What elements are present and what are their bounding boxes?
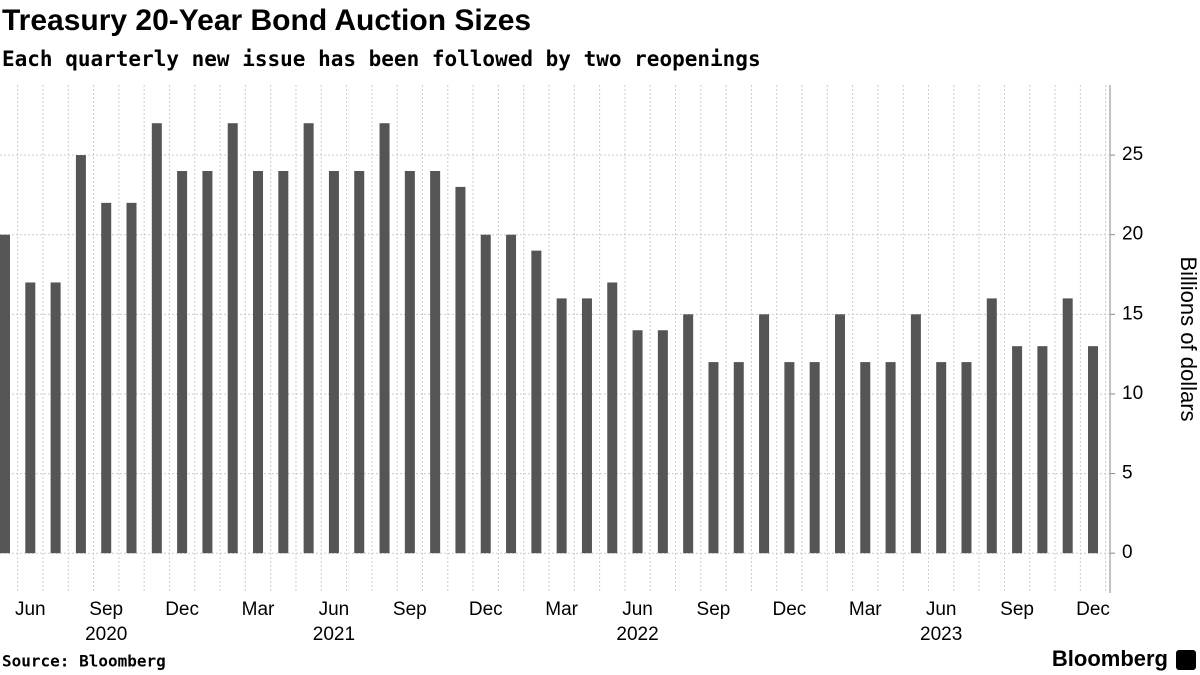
x-tick-label: Mar: [242, 599, 275, 620]
bar: [177, 170, 188, 554]
bar: [657, 330, 668, 554]
bar: [784, 362, 795, 554]
bar: [379, 123, 390, 554]
y-tick-label: 10: [1122, 383, 1143, 404]
bar: [683, 314, 694, 554]
y-tick-label: 15: [1122, 303, 1143, 324]
bar: [581, 298, 592, 554]
x-tick-label: Dec: [1076, 599, 1110, 620]
x-tick-label: Sep: [89, 599, 123, 620]
x-tick-label: Jun: [622, 599, 653, 620]
bar: [1012, 346, 1023, 554]
bar: [354, 170, 365, 554]
x-tick-label: Jun: [319, 599, 350, 620]
bar: [632, 330, 643, 554]
x-tick-label: Sep: [393, 599, 427, 620]
bar: [885, 362, 896, 554]
bar: [126, 202, 137, 554]
x-tick-label: Dec: [469, 599, 503, 620]
bar: [708, 362, 719, 554]
bar: [607, 282, 618, 554]
bar: [759, 314, 770, 554]
bar: [480, 234, 491, 554]
chart-title: Treasury 20-Year Bond Auction Sizes: [2, 4, 531, 37]
x-tick-label: Mar: [849, 599, 882, 620]
bar: [75, 155, 86, 554]
x-tick-label: Dec: [165, 599, 199, 620]
y-tick-label: 5: [1122, 463, 1133, 484]
bar: [253, 170, 264, 554]
x-tick-label: Sep: [697, 599, 731, 620]
bar: [531, 250, 542, 554]
y-tick-label: 25: [1122, 144, 1143, 165]
source: Source: Bloomberg: [2, 652, 166, 671]
bar: [404, 170, 415, 554]
bar: [1037, 346, 1048, 554]
bar: [860, 362, 871, 554]
x-tick-label: Jun: [15, 599, 46, 620]
x-year-label: 2022: [616, 624, 658, 645]
bar: [910, 314, 921, 554]
bar: [151, 123, 162, 554]
bar: [506, 234, 517, 554]
y-axis-label: Billions of dollars: [1176, 256, 1200, 421]
bar: [1088, 346, 1098, 554]
bar: [328, 170, 339, 554]
bar: [0, 234, 10, 554]
bar: [936, 362, 947, 554]
brand-icon: [1176, 650, 1196, 670]
x-tick-label: Jun: [926, 599, 957, 620]
x-tick-label: Sep: [1000, 599, 1034, 620]
x-year-label: 2020: [85, 624, 127, 645]
bar: [202, 170, 213, 554]
y-tick-label: 20: [1122, 224, 1143, 245]
y-tick-label: 0: [1122, 542, 1133, 563]
bar: [986, 298, 997, 554]
bar: [809, 362, 820, 554]
x-tick-label: Dec: [772, 599, 806, 620]
bar: [834, 314, 845, 554]
bar: [455, 186, 466, 554]
bar: [227, 123, 238, 554]
x-year-label: 2021: [313, 624, 355, 645]
chart-subtitle: Each quarterly new issue has been follow…: [2, 47, 761, 71]
bar: [430, 170, 441, 554]
bar: [1062, 298, 1073, 554]
bar: [961, 362, 972, 554]
bar: [556, 298, 567, 554]
brand: Bloomberg: [1052, 646, 1168, 671]
bar: [25, 282, 36, 554]
bar: [303, 123, 314, 554]
bar: [733, 362, 744, 554]
x-tick-label: Mar: [545, 599, 578, 620]
bar: [101, 202, 112, 554]
bar: [278, 170, 289, 554]
bar: [50, 282, 61, 554]
x-year-label: 2023: [920, 624, 962, 645]
